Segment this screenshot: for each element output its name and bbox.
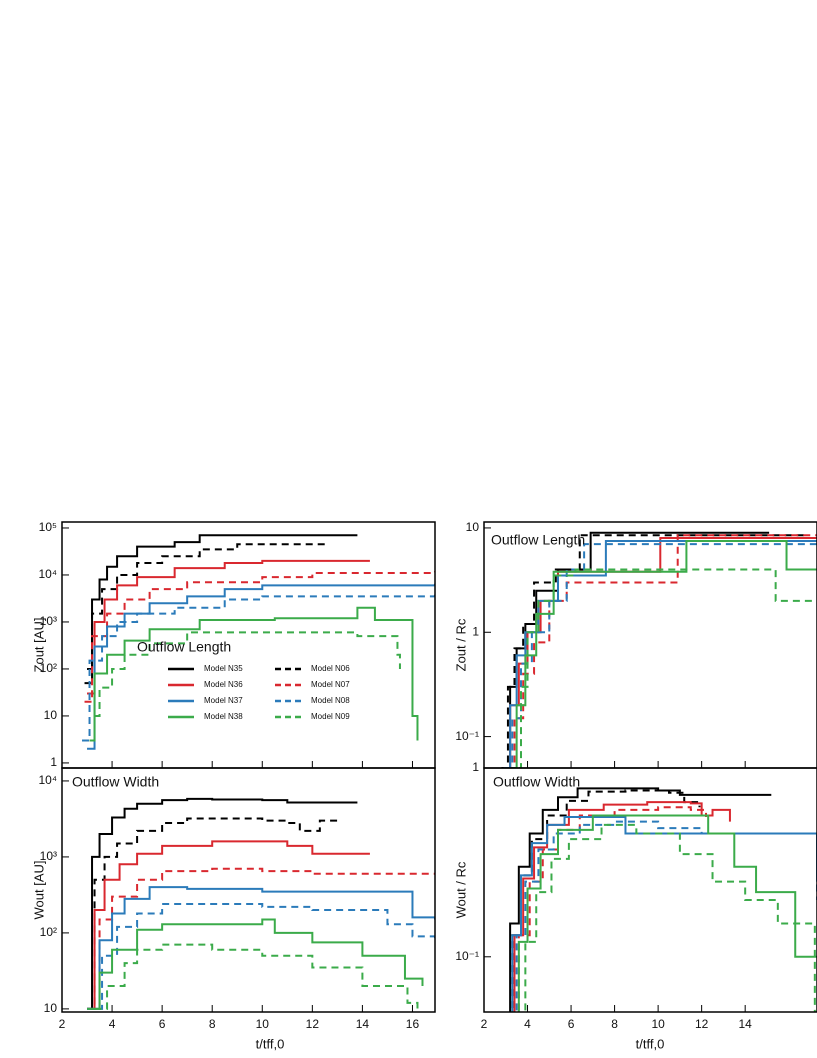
series-line [517, 814, 817, 1012]
y-axis-label: Zout / Rc [453, 618, 468, 671]
x-tick-label: 10 [256, 1017, 270, 1031]
legend-label: Model N08 [311, 696, 350, 705]
series-line [87, 867, 435, 1010]
series-line [89, 606, 419, 742]
plot-area [87, 797, 435, 1010]
series-line [87, 886, 435, 1010]
legend-label: Model N38 [204, 712, 243, 721]
x-axis-label: t/tff,0 [256, 1036, 285, 1051]
series-line [87, 840, 370, 1010]
plot-area [509, 787, 817, 1012]
series-line [511, 789, 701, 1012]
y-tick-label: 1 [472, 760, 479, 774]
series-line [503, 531, 770, 768]
x-tick-label: 14 [738, 1017, 752, 1031]
y-tick-label: 10³ [40, 849, 57, 863]
series-line [87, 583, 435, 750]
series-line [87, 817, 339, 1010]
x-tick-label: 8 [611, 1017, 618, 1031]
series-line [518, 568, 817, 768]
series-line [87, 918, 424, 1010]
series-line [515, 820, 817, 1012]
legend-label: Model N06 [311, 664, 350, 673]
y-axis-label: Wout [AU] [31, 860, 46, 919]
series-line [94, 631, 401, 717]
series-line [512, 539, 817, 768]
y-tick-label: 10⁵ [39, 520, 57, 534]
series-line [84, 571, 435, 703]
y-tick-label: 1 [472, 624, 479, 638]
series-line [84, 543, 325, 685]
plot-area [501, 531, 817, 768]
legend-label: Model N35 [204, 664, 243, 673]
series-line [524, 823, 816, 1012]
series-line [511, 816, 817, 1012]
series-line [87, 534, 358, 670]
x-tick-label: 8 [209, 1017, 216, 1031]
y-axis-label: Zout [AU] [31, 618, 46, 673]
legend-label: Model N36 [204, 680, 243, 689]
legend-label: Model N09 [311, 712, 350, 721]
series-line [501, 534, 807, 768]
x-tick-label: 6 [568, 1017, 575, 1031]
axes-frame [483, 767, 817, 1013]
y-tick-label: 10⁻¹ [455, 949, 479, 963]
x-tick-label: 2 [481, 1017, 488, 1031]
y-tick-label: 10⁻¹ [455, 729, 479, 743]
plot-area [82, 534, 435, 750]
series-line [94, 943, 419, 1010]
axes-frame [61, 767, 436, 1013]
x-tick-label: 6 [159, 1017, 166, 1031]
y-tick-label: 10 [466, 520, 480, 534]
y-tick-label: 10⁴ [38, 773, 57, 787]
series-line [503, 539, 817, 768]
x-tick-label: 4 [109, 1017, 116, 1031]
annotation: Outflow Length [137, 639, 231, 655]
series-line [505, 543, 817, 768]
series-line [87, 797, 358, 1010]
x-axis-label: t/tff,0 [636, 1036, 665, 1051]
series-line [82, 594, 435, 742]
y-tick-label: 10⁴ [38, 567, 57, 581]
series-line [509, 787, 772, 1012]
x-tick-label: 16 [406, 1017, 420, 1031]
y-tick-label: 10³ [40, 614, 57, 628]
x-tick-label: 12 [306, 1017, 320, 1031]
series-line [87, 903, 435, 1010]
annotation: Outflow Length [491, 532, 585, 548]
x-tick-label: 14 [356, 1017, 370, 1031]
x-tick-label: 2 [59, 1017, 66, 1031]
annotation: Outflow Width [72, 774, 159, 790]
y-axis-label: Wout / Rc [453, 861, 468, 918]
y-tick-label: 10² [40, 661, 57, 675]
series-line [87, 559, 370, 695]
annotation: Outflow Width [493, 774, 580, 790]
legend-label: Model N07 [311, 680, 350, 689]
y-tick-label: 10² [40, 925, 57, 939]
legend-label: Model N37 [204, 696, 243, 705]
y-tick-label: 1 [50, 755, 57, 769]
x-tick-label: 12 [695, 1017, 709, 1031]
y-tick-label: 10 [44, 1001, 58, 1015]
x-tick-label: 10 [651, 1017, 665, 1031]
x-tick-label: 4 [524, 1017, 531, 1031]
y-tick-label: 10 [44, 708, 58, 722]
series-line [507, 534, 817, 768]
